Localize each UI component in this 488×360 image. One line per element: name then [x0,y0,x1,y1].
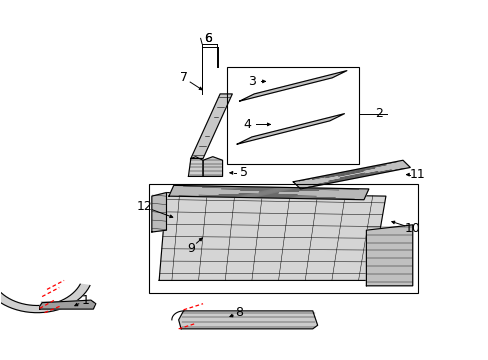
Polygon shape [152,193,166,232]
Text: 1: 1 [82,294,90,307]
Polygon shape [293,160,409,189]
Polygon shape [168,185,368,200]
Bar [149,184,417,293]
Text: 3: 3 [247,75,255,88]
Text: 4: 4 [243,118,250,131]
Polygon shape [237,114,344,144]
Polygon shape [159,193,385,280]
Text: 9: 9 [186,242,194,255]
Polygon shape [0,284,90,312]
Text: 11: 11 [409,168,425,181]
Text: 12: 12 [136,201,152,213]
Polygon shape [203,157,222,176]
Text: 5: 5 [240,166,248,179]
Text: 2: 2 [374,107,382,120]
Text: 7: 7 [179,71,187,84]
Text: 8: 8 [235,306,243,319]
Bar [227,67,358,164]
Text: 6: 6 [203,32,211,45]
Text: 6: 6 [203,32,211,45]
Text: 10: 10 [404,222,420,235]
Polygon shape [188,157,203,176]
Polygon shape [190,94,232,158]
Polygon shape [178,311,317,329]
Polygon shape [40,300,96,309]
Polygon shape [366,225,412,286]
Polygon shape [239,71,346,101]
